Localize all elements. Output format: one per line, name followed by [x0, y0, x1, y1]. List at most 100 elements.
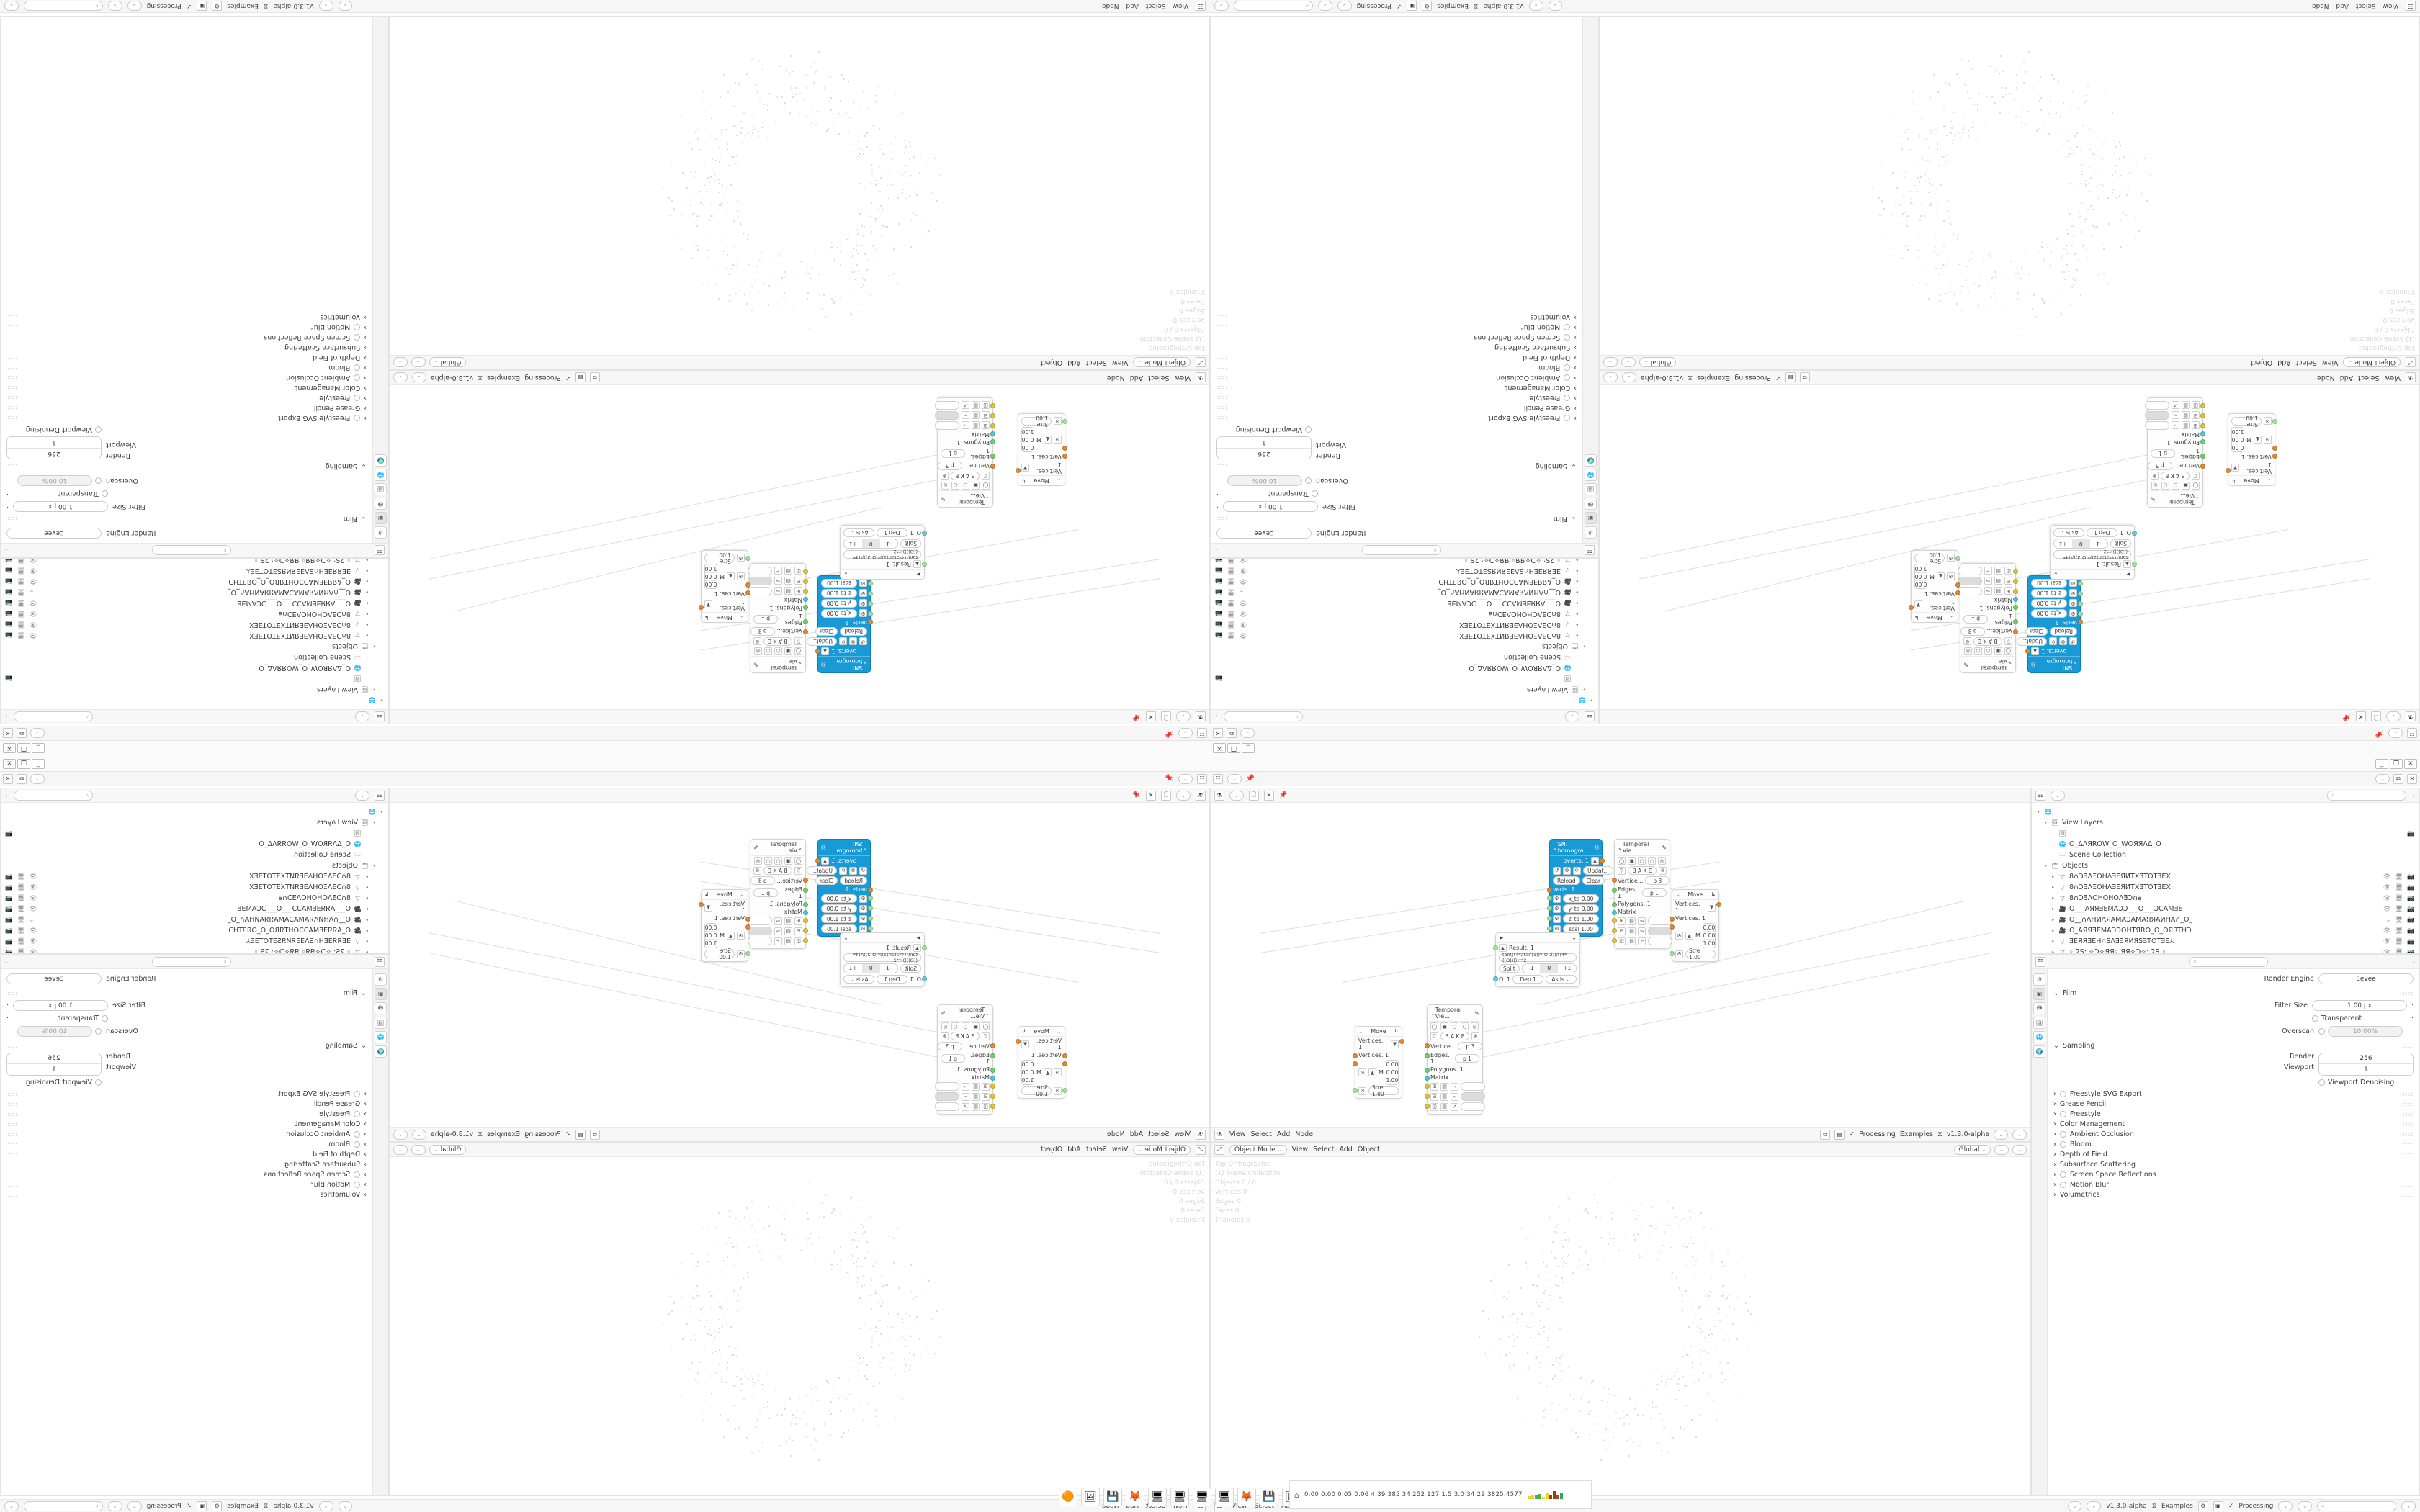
- expression-field[interactable]: tan(((4*atan(1))*(O-2))/((4*((O)))))**2: [2053, 549, 2131, 560]
- update-icon-1[interactable]: ⚙: [849, 637, 857, 646]
- properties-tab-scene[interactable]: 🌐: [2033, 1031, 2045, 1043]
- color-field[interactable]: [2145, 401, 2169, 410]
- terminal-icon[interactable]: 🖥: [1148, 1488, 1167, 1506]
- menu-view[interactable]: View: [1229, 1130, 1246, 1138]
- param-link-icon[interactable]: ⚙: [859, 914, 867, 923]
- row-tri-icon[interactable]: ▸: [2051, 874, 2054, 879]
- node-sn-homography[interactable]: ⌄ SN: homogra... ⎌ overts. 1 ▲ ↺ ⚙ ⟳ Updat... Rel…: [1547, 839, 1613, 937]
- outliner-row[interactable]: 🌐 O_ΔΛЯROW_O_WOЯЯΛΔ_O: [1215, 662, 1594, 673]
- menu-select[interactable]: Select: [1313, 1146, 1335, 1153]
- node-header[interactable]: ⌄ Move ↳: [1018, 475, 1065, 485]
- visibility-icon-0[interactable]: 👁: [2383, 927, 2391, 935]
- visibility-icon-2[interactable]: 📷: [1215, 599, 1223, 607]
- section-chevron-icon[interactable]: ›: [364, 354, 367, 361]
- visibility-icon-2[interactable]: 📷: [5, 558, 13, 564]
- editor-type-icon[interactable]: ⤢: [1196, 1144, 1206, 1155]
- display-toggle-icon[interactable]: ⊟: [982, 411, 990, 420]
- sv-panel-icon[interactable]: ▣: [2213, 1500, 2223, 1511]
- section-chevron-icon[interactable]: ⌄: [361, 515, 367, 523]
- node-header[interactable]: ⌄ Move ↳: [1355, 1027, 1402, 1037]
- strength-field[interactable]: Stre 1.00: [1368, 1084, 1399, 1097]
- collapsed-section-8[interactable]: › Screen Space Reflections::::: [1216, 333, 1577, 341]
- visibility-icon-0[interactable]: 👁: [29, 883, 37, 891]
- bake-mesh-icon[interactable]: ▽: [1430, 1032, 1438, 1040]
- node-formula[interactable]: ➤ ⌄ ▲ Result. 1 tan(((4*atan(1))*(O-2))/((4*…: [840, 525, 927, 580]
- row-visibility-icons[interactable]: 👁 🖥 📷: [5, 927, 37, 935]
- collapsed-section-7[interactable]: › Subsurface Scattering::::: [6, 343, 367, 351]
- node-header[interactable]: ⌄ Temporal Vie... ✎: [1960, 656, 2015, 672]
- collapse-chevron-icon[interactable]: ⌄: [1950, 614, 1955, 621]
- pencil-icon[interactable]: ✎: [1963, 661, 1968, 668]
- output-expand-icon[interactable]: ▲: [821, 857, 829, 865]
- node-socket[interactable]: [868, 581, 873, 586]
- param-field[interactable]: x_ta 0.00: [2031, 609, 2067, 618]
- collapse-chevron-icon[interactable]: ⌄: [1572, 935, 1577, 941]
- node-socket[interactable]: [803, 928, 808, 933]
- collapsed-section-9[interactable]: › Motion Blur::::: [6, 1181, 367, 1189]
- section-chevron-icon[interactable]: ›: [1574, 343, 1577, 351]
- node-socket[interactable]: [990, 423, 995, 428]
- color-swatch-icon[interactable]: ▤: [1440, 1082, 1448, 1091]
- collapsed-section-0[interactable]: › Freestyle SVG Export::::: [2053, 1090, 2414, 1098]
- node-socket[interactable]: [1016, 1039, 1021, 1044]
- depth-field[interactable]: Dep 1: [876, 528, 908, 537]
- node-socket[interactable]: [2013, 569, 2018, 574]
- param-link-icon[interactable]: ⚙: [1553, 914, 1561, 923]
- node-socket[interactable]: [1547, 906, 1552, 911]
- split-button[interactable]: Split: [900, 539, 921, 548]
- node-socket[interactable]: [2272, 454, 2277, 459]
- row-visibility-icons[interactable]: 👁 🖥 📷: [5, 578, 37, 585]
- collapsed-section-4[interactable]: › Ambient Occlusion::::: [6, 1130, 367, 1138]
- visibility-icon-2[interactable]: 📷: [5, 567, 13, 575]
- pin-icon[interactable]: 📌: [1132, 713, 1142, 721]
- matrix-value[interactable]: 0.00: [1021, 436, 1034, 444]
- visibility-icon-2[interactable]: 📷: [2407, 905, 2415, 913]
- matrix-value[interactable]: 0.00: [704, 924, 717, 932]
- viewer-toggle-icon-4[interactable]: ◎: [2151, 482, 2159, 490]
- display-toggle-icon[interactable]: ◫: [1430, 1102, 1438, 1111]
- row-visibility-icons[interactable]: 👁 🖥 📷: [1215, 611, 1247, 618]
- viewer-toggle-icon-4[interactable]: ◎: [1658, 857, 1666, 865]
- node-socket[interactable]: [868, 601, 873, 606]
- matrix-value[interactable]: 0.00: [704, 580, 717, 588]
- outliner-search-input[interactable]: ⌕: [1223, 711, 1303, 722]
- visibility-icon-2[interactable]: 📷: [5, 948, 13, 955]
- curve-icon[interactable]: ↗: [774, 567, 782, 575]
- node-socket[interactable]: [1612, 888, 1617, 893]
- matrix-value[interactable]: 0.00: [2231, 436, 2244, 444]
- viewer-toggle-icon-3[interactable]: ○: [764, 857, 772, 865]
- sv-layout-icon[interactable]: ⧉: [1820, 1129, 1831, 1140]
- collapsed-section-1[interactable]: › Grease Pencil::::: [6, 1100, 367, 1108]
- row-visibility-icons[interactable]: 👁 🖥 📷: [5, 895, 37, 902]
- node-socket[interactable]: [1062, 1053, 1067, 1058]
- visibility-icon-1[interactable]: 🖥: [1227, 567, 1235, 575]
- visibility-icon-2[interactable]: 📷: [2407, 883, 2415, 891]
- as-is-field[interactable]: As Is ⌄: [843, 975, 874, 984]
- bake-mesh-icon[interactable]: ▽: [2004, 637, 2012, 646]
- node-socket[interactable]: [2013, 629, 2018, 634]
- visibility-icon-0[interactable]: 👁: [29, 567, 37, 575]
- collapsed-section-6[interactable]: › Depth of Field::::: [6, 1151, 367, 1158]
- node-socket[interactable]: [803, 579, 808, 584]
- denoise-wrap[interactable]: Viewport Denoising: [1216, 426, 1312, 433]
- sampling-value[interactable]: 256: [7, 448, 101, 459]
- section-film[interactable]: ⌄ Film::::: [1216, 515, 1577, 523]
- menu-add[interactable]: Add: [2277, 359, 2291, 366]
- display-toggle-icon[interactable]: ⊞: [1618, 917, 1626, 925]
- split-value-1[interactable]: 0: [1540, 964, 1559, 973]
- node-socket[interactable]: [1955, 590, 1960, 595]
- film-value[interactable]: 1.00 px: [2311, 1000, 2407, 1011]
- matrix-values[interactable]: 0.00 0.00 1.00: [704, 564, 718, 589]
- outliner-display-select[interactable]: ⌄: [1337, 1, 1352, 12]
- row-tri-icon[interactable]: ▸: [366, 885, 369, 890]
- menu-node[interactable]: Node: [1106, 374, 1125, 382]
- param-link-icon[interactable]: ⚙: [859, 904, 867, 913]
- visibility-icon-0[interactable]: 👁: [2383, 905, 2391, 913]
- strength-link-icon[interactable]: ⚙: [1947, 554, 1955, 562]
- reload-button[interactable]: Reload: [2050, 627, 2077, 636]
- save-icon[interactable]: 💾: [1103, 1488, 1122, 1506]
- row-tri-icon[interactable]: ▸: [366, 600, 369, 606]
- matrix-values[interactable]: 0.00 0.00 1.00: [1914, 564, 1928, 589]
- node-header[interactable]: ➤ ⌄: [2051, 569, 2134, 579]
- status-filter-select[interactable]: ⌄: [1214, 1, 1229, 12]
